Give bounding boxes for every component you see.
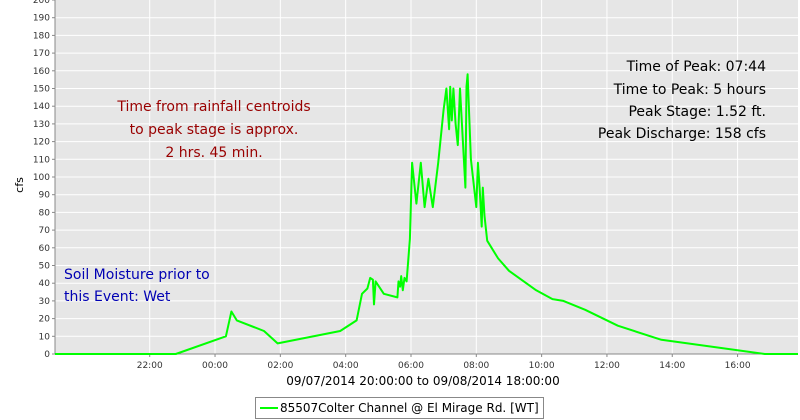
grid-lines [55,0,798,354]
y-tick-label: 140 [33,102,50,112]
peak-stage-text: Peak Stage: 1.52 ft. [628,104,766,120]
x-tick-label: 22:00 [137,361,163,371]
legend-label: 85507Colter Channel @ El Mirage Rd. [WT] [280,401,539,415]
x-tick-label: 10:00 [529,361,555,371]
rainfall-note-line-1: Time from rainfall centroids [116,99,310,115]
y-tick-label: 150 [33,85,50,95]
y-tick-label: 60 [39,244,51,254]
peak-stats: Time of Peak: 07:44 Time to Peak: 5 hour… [598,59,766,142]
soil-note-line-1: Soil Moisture prior to [64,267,210,283]
series-layer [55,73,798,355]
y-tick-label: 80 [39,208,51,218]
x-tick-label: 06:00 [398,361,424,371]
x-tick-label: 08:00 [463,361,489,371]
y-tick-label: 50 [39,262,51,272]
legend: 85507Colter Channel @ El Mirage Rd. [WT] [255,397,544,419]
legend-swatch [260,407,278,409]
y-tick-label: 30 [39,297,51,307]
y-tick-label: 170 [33,49,50,59]
peak-discharge-text: Peak Discharge: 158 cfs [598,126,766,142]
y-tick-label: 20 [39,315,51,325]
rainfall-note-line-3: 2 hrs. 45 min. [165,145,262,161]
y-tick-label: 0 [44,350,50,360]
x-tick-label: 04:00 [333,361,359,371]
rainfall-note: Time from rainfall centroids to peak sta… [116,99,310,161]
y-tick-label: 120 [33,138,50,148]
y-tick-label: 90 [39,191,51,201]
y-tick-label: 70 [39,226,51,236]
y-axis-label: cfs [13,177,26,193]
y-tick-label: 190 [33,14,50,24]
discharge-series-line [55,73,798,355]
x-tick-label: 16:00 [725,361,751,371]
y-tick-label: 10 [39,332,51,342]
soil-note-line-2: this Event: Wet [64,289,171,305]
y-tick-label: 130 [33,120,50,130]
peak-time-text: Time of Peak: 07:44 [626,59,767,75]
y-tick-label: 180 [33,31,50,41]
rainfall-note-line-2: to peak stage is approx. [130,122,299,138]
y-tick-label: 100 [33,173,50,183]
soil-moisture-note: Soil Moisture prior to this Event: Wet [64,267,210,305]
axis-ticks: 0 10 20 30 40 50 60 70 80 90 100 110 120 130 140 150 160… [33,0,751,371]
x-tick-label: 12:00 [594,361,620,371]
y-tick-label: 40 [39,279,51,289]
x-axis-label: 09/07/2014 20:00:00 to 09/08/2014 18:00:… [286,374,559,388]
y-tick-label: 110 [33,155,50,165]
x-tick-label: 02:00 [267,361,293,371]
y-tick-label: 200 [33,0,50,6]
x-tick-label: 14:00 [659,361,685,371]
y-tick-label: 160 [33,67,50,77]
x-tick-label: 00:00 [202,361,228,371]
time-to-peak-text: Time to Peak: 5 hours [613,82,766,98]
